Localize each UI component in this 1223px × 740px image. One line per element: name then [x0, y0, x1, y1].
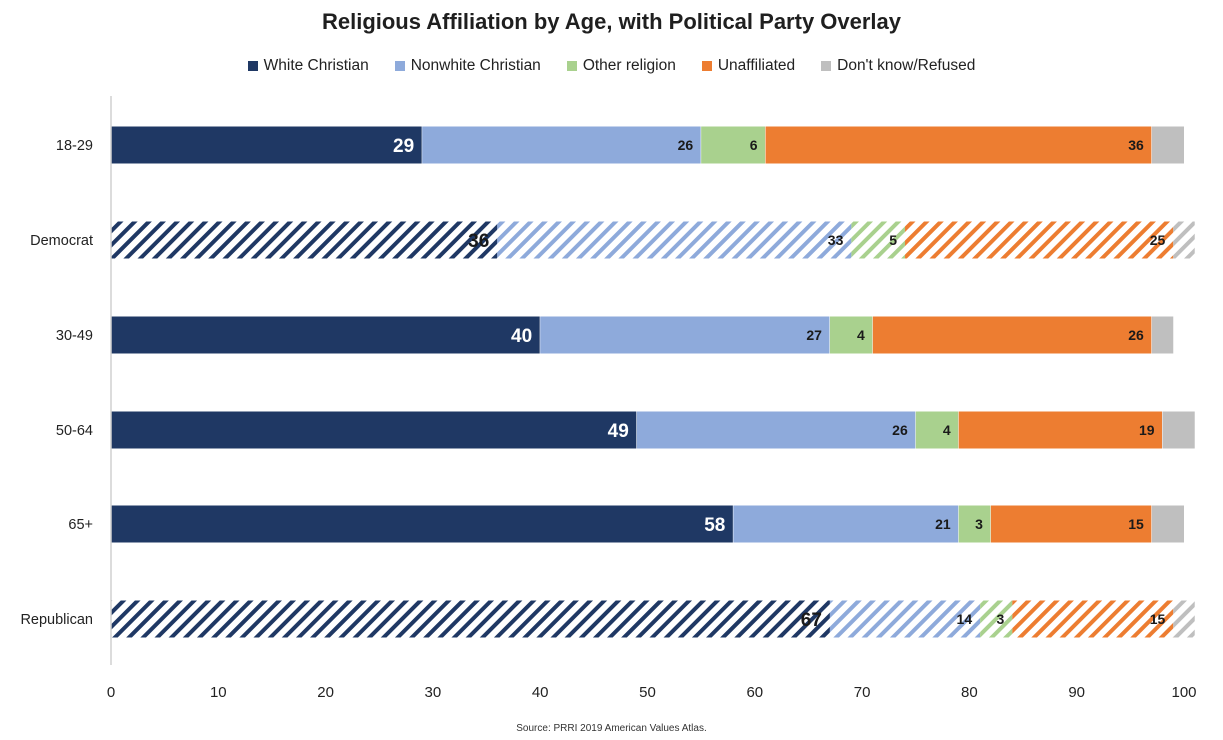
category-label-50-64: 50-64 [56, 423, 93, 439]
bar-30-49-unaffiliated [872, 316, 1152, 354]
legend: White Christian Nonwhite Christian Other r… [0, 57, 1223, 75]
legend-swatch [701, 61, 712, 71]
data-label-65-other-religion: 3 [975, 516, 983, 532]
category-label-18-29: 18-29 [56, 138, 93, 154]
bar-18-29-white-christian [111, 126, 423, 164]
x-tick-label-10: 10 [210, 684, 227, 701]
legend-item-don-t-know-refused: Don't know/Refused [821, 57, 975, 75]
data-label-30-49-unaffiliated: 26 [1128, 327, 1144, 343]
x-tick-label-0: 0 [107, 684, 115, 701]
data-label-30-49-other-religion: 4 [857, 327, 865, 343]
bar-democrat-white-christian [111, 221, 498, 259]
x-tick-label-100: 100 [1171, 684, 1196, 701]
legend-item-nonwhite-christian: Nonwhite Christian [394, 57, 541, 75]
data-label-30-49-nonwhite-christian: 27 [806, 327, 822, 343]
bar-65-white-christian [111, 505, 734, 543]
bar-18-29-other-religion [701, 126, 766, 164]
bar-30-49-nonwhite-christian [540, 316, 830, 354]
source-note: Source: PRRI 2019 American Values Atlas. [516, 723, 707, 734]
x-tick-label-50: 50 [639, 684, 656, 701]
data-label-30-49-white-christian: 40 [511, 326, 532, 347]
data-label-65-unaffiliated: 15 [1128, 516, 1144, 532]
legend-swatch [394, 61, 405, 71]
bar-republican-nonwhite-christian [829, 600, 981, 638]
data-label-democrat-nonwhite-christian: 33 [828, 232, 844, 248]
legend-swatch [821, 61, 832, 71]
bar-65-unaffiliated [990, 505, 1152, 543]
bar-democrat-unaffiliated [905, 221, 1174, 259]
category-label-democrat: Democrat [30, 233, 93, 249]
bar-democrat-don-t-know-refused [1173, 221, 1195, 259]
x-tick-label-20: 20 [317, 684, 334, 701]
chart-title: Religious Affiliation by Age, with Polit… [321, 9, 902, 34]
x-tick-label-70: 70 [854, 684, 871, 701]
bar-republican-white-christian [111, 600, 830, 638]
x-tick-label-90: 90 [1068, 684, 1085, 701]
data-label-democrat-white-christian: 36 [468, 231, 489, 252]
legend-label: White Christian [263, 57, 369, 74]
bar-65-don-t-know-refused [1151, 505, 1184, 543]
legend-label: Don't know/Refused [837, 57, 976, 74]
x-tick-label-80: 80 [961, 684, 978, 701]
bar-republican-unaffiliated [1012, 600, 1174, 638]
x-axis: 18-29 Democrat 30-49 50-64 65+ Republican 0 10 2… [20, 96, 1197, 701]
data-label-50-64-nonwhite-christian: 26 [892, 422, 908, 438]
x-tick-label-40: 40 [532, 684, 549, 701]
data-label-republican-nonwhite-christian: 14 [957, 611, 973, 627]
data-label-18-29-unaffiliated: 36 [1128, 137, 1144, 153]
x-tick-label-60: 60 [746, 684, 763, 701]
category-label-30-49: 30-49 [56, 328, 93, 344]
legend-label: Nonwhite Christian [410, 57, 541, 74]
bar-30-49-white-christian [111, 316, 541, 354]
bar-65-nonwhite-christian [733, 505, 959, 543]
bars-layer: 29 26 6 36 36 33 5 25 40 27 4 26 49 26 4 19 58 21 3 15 67 14 3… [111, 126, 1195, 638]
data-label-18-29-white-christian: 29 [393, 136, 414, 157]
legend-swatch [566, 61, 577, 71]
data-label-65-white-christian: 58 [704, 515, 725, 536]
data-label-republican-unaffiliated: 15 [1150, 611, 1166, 627]
legend-item-other-religion: Other religion [566, 57, 676, 75]
data-label-republican-other-religion: 3 [997, 611, 1005, 627]
data-label-50-64-white-christian: 49 [608, 421, 629, 442]
bar-50-64-white-christian [111, 411, 637, 449]
legend-label: Unaffiliated [717, 57, 796, 74]
data-label-65-nonwhite-christian: 21 [935, 516, 951, 532]
bar-30-49-other-religion [829, 316, 873, 354]
x-tick-label-30: 30 [425, 684, 442, 701]
bar-30-49-don-t-know-refused [1151, 316, 1174, 354]
data-label-republican-white-christian: 67 [801, 610, 822, 631]
category-label-65: 65+ [68, 517, 93, 533]
legend-label: Other religion [582, 57, 676, 74]
bar-republican-other-religion [980, 600, 1013, 638]
data-label-democrat-unaffiliated: 25 [1150, 232, 1166, 248]
data-label-50-64-other-religion: 4 [943, 422, 951, 438]
bar-democrat-other-religion [851, 221, 906, 259]
legend-item-white-christian: White Christian [247, 57, 369, 75]
bar-65-other-religion [958, 505, 991, 543]
legend-swatch [247, 61, 258, 71]
bar-18-29-unaffiliated [765, 126, 1152, 164]
bar-50-64-other-religion [915, 411, 959, 449]
bar-50-64-unaffiliated [958, 411, 1163, 449]
data-label-50-64-unaffiliated: 19 [1139, 422, 1155, 438]
data-label-democrat-other-religion: 5 [889, 232, 897, 248]
bar-18-29-don-t-know-refused [1151, 126, 1184, 164]
bar-republican-don-t-know-refused [1173, 600, 1195, 638]
bar-democrat-nonwhite-christian [497, 221, 852, 259]
category-label-republican: Republican [20, 612, 93, 628]
legend-item-unaffiliated: Unaffiliated [701, 57, 796, 75]
bar-18-29-nonwhite-christian [422, 126, 702, 164]
bar-50-64-nonwhite-christian [636, 411, 916, 449]
data-label-18-29-nonwhite-christian: 26 [678, 137, 694, 153]
data-label-18-29-other-religion: 6 [750, 137, 758, 153]
bar-50-64-don-t-know-refused [1162, 411, 1195, 449]
